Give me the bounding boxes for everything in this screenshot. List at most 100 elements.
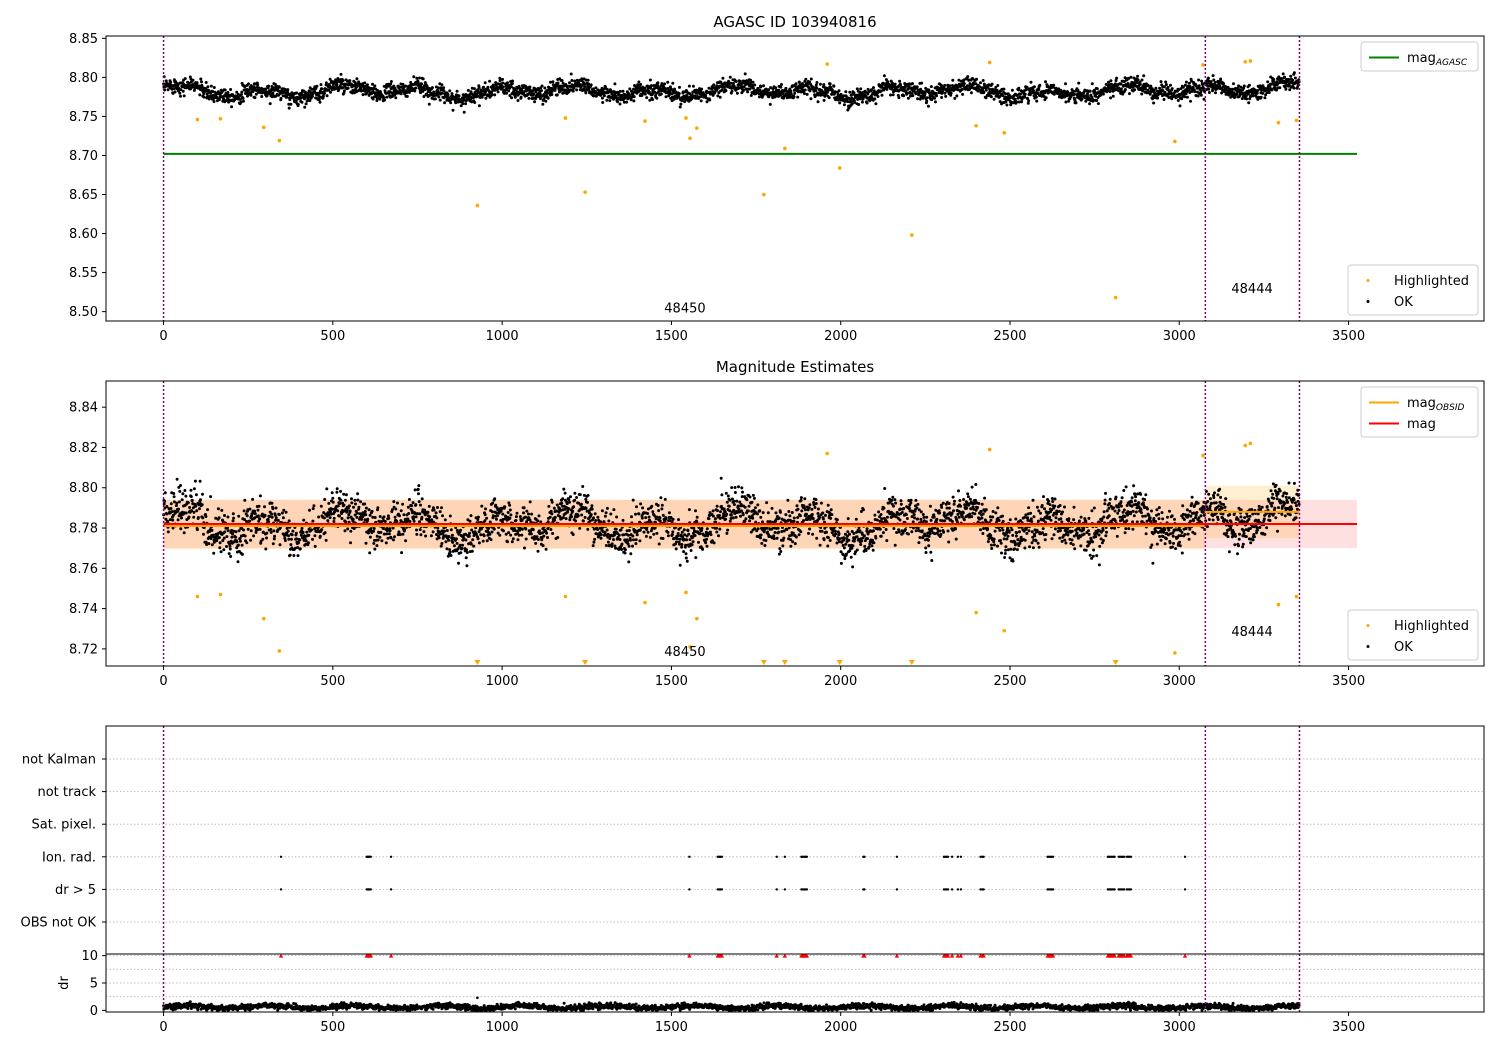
ok-point bbox=[239, 93, 243, 96]
ok-point bbox=[401, 532, 405, 536]
ok-point bbox=[344, 520, 348, 524]
ok-point bbox=[568, 500, 571, 504]
ok-point bbox=[277, 513, 281, 516]
ok-point bbox=[1111, 94, 1115, 98]
ok-point bbox=[536, 538, 540, 541]
ok-point bbox=[1064, 100, 1068, 104]
ok-point bbox=[891, 93, 895, 97]
ok-point bbox=[1140, 78, 1144, 82]
ok-point bbox=[675, 537, 679, 541]
ok-point bbox=[459, 528, 462, 532]
ok-point bbox=[1278, 86, 1282, 90]
ok-point bbox=[249, 538, 253, 542]
ok-point bbox=[705, 100, 709, 104]
ok-point bbox=[313, 534, 317, 538]
ok-point bbox=[355, 77, 359, 81]
ok-point bbox=[989, 95, 993, 99]
ok-point bbox=[368, 513, 372, 517]
ok-point bbox=[1017, 86, 1021, 90]
ok-point bbox=[673, 87, 676, 91]
ok-point bbox=[531, 528, 535, 532]
ok-point bbox=[462, 110, 466, 114]
ok-point bbox=[1037, 88, 1041, 91]
ok-point bbox=[415, 532, 419, 536]
ok-point bbox=[586, 493, 590, 497]
ok-point bbox=[302, 518, 306, 522]
ok-point bbox=[609, 512, 613, 516]
ok-point bbox=[438, 98, 442, 102]
ok-point bbox=[533, 100, 537, 104]
ok-point bbox=[571, 509, 575, 513]
ok-point bbox=[186, 501, 190, 505]
ok-point bbox=[848, 90, 852, 94]
ok-point bbox=[534, 541, 538, 545]
ok-point bbox=[446, 93, 450, 97]
ok-point bbox=[392, 538, 395, 542]
ok-point bbox=[966, 75, 970, 79]
ok-point bbox=[536, 519, 540, 523]
ok-point bbox=[589, 513, 593, 517]
ok-point bbox=[1108, 90, 1112, 93]
ok-point bbox=[325, 487, 329, 491]
ok-point bbox=[1259, 95, 1263, 99]
ok-point bbox=[531, 89, 535, 93]
ok-point bbox=[223, 88, 227, 92]
ok-point bbox=[195, 81, 199, 85]
ok-point bbox=[378, 535, 382, 539]
ok-point bbox=[527, 512, 530, 516]
ok-point bbox=[528, 85, 532, 89]
ok-point bbox=[256, 83, 260, 87]
ok-point bbox=[510, 82, 514, 86]
ok-point bbox=[688, 538, 692, 542]
ok-point bbox=[507, 531, 511, 535]
ok-point bbox=[235, 90, 239, 94]
ok-point bbox=[815, 81, 819, 84]
top-ytick-label: 8.70 bbox=[69, 149, 98, 164]
highlighted-point bbox=[261, 125, 266, 130]
ok-point bbox=[191, 78, 195, 82]
ok-point bbox=[476, 537, 480, 541]
ok-point bbox=[626, 539, 630, 543]
ok-point bbox=[1281, 72, 1285, 76]
ok-point bbox=[1213, 81, 1217, 84]
ok-point bbox=[440, 542, 444, 545]
ok-point bbox=[287, 537, 291, 541]
ok-point bbox=[434, 511, 438, 515]
ok-point bbox=[400, 551, 404, 555]
ok-point bbox=[646, 512, 650, 515]
ok-point bbox=[201, 516, 205, 520]
ok-point bbox=[513, 95, 517, 99]
ok-point bbox=[1154, 86, 1158, 90]
ok-point bbox=[1245, 97, 1249, 101]
ok-point bbox=[493, 93, 497, 97]
ok-point bbox=[418, 528, 422, 532]
ok-point bbox=[1187, 81, 1191, 85]
ok-point bbox=[419, 91, 422, 95]
ok-point bbox=[343, 529, 347, 533]
ok-point bbox=[632, 95, 636, 99]
ok-point bbox=[229, 555, 233, 558]
ok-point bbox=[291, 529, 295, 533]
ok-point bbox=[467, 534, 471, 538]
top-legend-marker bbox=[1366, 300, 1370, 303]
ok-point bbox=[342, 492, 346, 496]
ok-point bbox=[375, 534, 379, 538]
ok-point bbox=[684, 556, 688, 560]
ok-point bbox=[486, 85, 490, 89]
ok-point bbox=[376, 538, 380, 542]
ok-point bbox=[321, 94, 325, 98]
ok-point bbox=[260, 95, 264, 98]
top-legend-marker bbox=[1366, 279, 1370, 282]
ok-point bbox=[318, 534, 322, 538]
ok-point bbox=[204, 515, 208, 518]
ok-point bbox=[605, 87, 609, 91]
ok-point bbox=[1159, 80, 1163, 84]
ok-point bbox=[1288, 88, 1292, 92]
ok-point bbox=[627, 560, 631, 564]
ok-point bbox=[663, 82, 667, 86]
ok-point bbox=[242, 99, 245, 103]
top-ytick-label: 8.50 bbox=[69, 305, 98, 320]
ok-point bbox=[543, 86, 547, 90]
ok-point bbox=[337, 86, 341, 90]
ok-point bbox=[476, 515, 480, 519]
